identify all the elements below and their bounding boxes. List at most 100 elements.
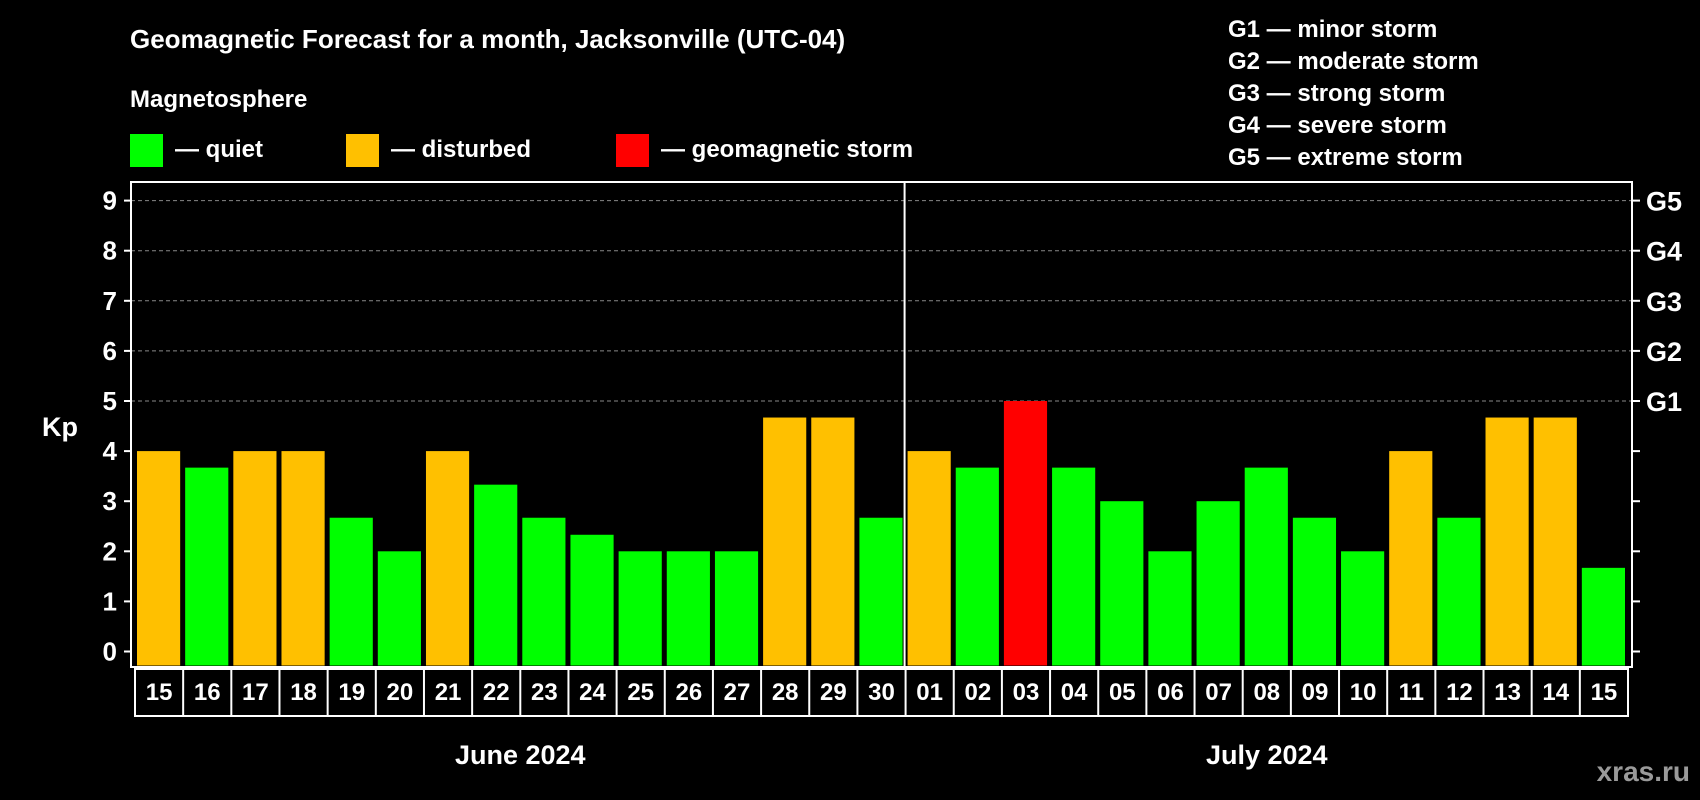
y-tick-label: 3 <box>103 486 117 516</box>
legend-item-disturbed: — disturbed <box>346 133 531 167</box>
month-label: July 2024 <box>1206 740 1328 770</box>
bar-disturbed <box>811 417 855 666</box>
storm-level-label: G3 <box>1646 287 1682 317</box>
y-tick-label: 1 <box>103 586 117 616</box>
bar-storm <box>1003 401 1048 666</box>
legend-item-storm: — geomagnetic storm <box>616 133 913 167</box>
legend-swatch-quiet <box>130 133 163 167</box>
date-label: 29 <box>820 679 847 706</box>
y-tick-label: 0 <box>103 637 117 667</box>
date-label: 07 <box>1205 679 1232 706</box>
bar-disturbed <box>281 451 325 666</box>
bar-quiet <box>1244 467 1288 666</box>
bar-quiet <box>1100 501 1144 666</box>
storm-level-label: G5 <box>1646 187 1682 217</box>
date-label: 22 <box>483 679 510 706</box>
bar-disturbed <box>1389 451 1433 666</box>
date-label: 08 <box>1253 679 1280 706</box>
bar-quiet <box>570 534 614 666</box>
storm-level-label: G4 <box>1646 237 1682 267</box>
date-label: 16 <box>194 679 221 706</box>
date-label: 24 <box>579 679 606 706</box>
bar-disturbed <box>763 417 807 666</box>
storm-scale-g5: G5 — extreme storm <box>1228 144 1463 171</box>
storm-scale-g4: G4 — severe storm <box>1228 112 1447 139</box>
bar-disturbed <box>137 451 181 666</box>
bar-disturbed <box>907 451 951 666</box>
bar-disturbed <box>1485 417 1529 666</box>
plot-frame <box>130 181 1633 668</box>
legend-label: — quiet <box>175 136 263 163</box>
legend-label: — geomagnetic storm <box>661 136 914 163</box>
y-tick-label: 4 <box>103 436 118 466</box>
storm-level-label: G1 <box>1646 387 1682 417</box>
bar-quiet <box>185 467 229 666</box>
y-tick-label: 9 <box>103 186 117 216</box>
date-label: 02 <box>964 679 991 706</box>
y-tick-label: 8 <box>103 236 117 266</box>
date-row <box>134 668 1629 717</box>
y-tick-label: 2 <box>103 536 117 566</box>
bar-disturbed <box>1533 417 1577 666</box>
date-label: 05 <box>1109 679 1136 706</box>
date-label: 14 <box>1542 679 1569 706</box>
watermark: xras.ru <box>1596 756 1690 787</box>
date-label: 17 <box>242 679 269 706</box>
bar-quiet <box>1292 517 1337 666</box>
legend-swatch-storm <box>616 133 649 167</box>
bar-quiet <box>1148 551 1192 666</box>
storm-level-label: G2 <box>1646 337 1682 367</box>
date-label: 20 <box>387 679 414 706</box>
legend-subtitle: Magnetosphere <box>130 86 308 113</box>
month-label: June 2024 <box>455 740 586 770</box>
bar-disturbed <box>425 451 470 666</box>
bar-quiet <box>522 517 566 666</box>
bar-quiet <box>377 551 421 666</box>
y-tick-label: 5 <box>103 386 117 416</box>
bar-quiet <box>955 467 999 666</box>
bar-quiet <box>1581 567 1625 666</box>
date-label: 15 <box>1591 679 1618 706</box>
storm-scale-g1: G1 — minor storm <box>1228 16 1438 43</box>
legend-label: — disturbed <box>391 136 532 163</box>
date-label: 04 <box>1061 679 1088 706</box>
y-axis-label: Kp <box>42 412 78 442</box>
date-label: 21 <box>435 679 462 706</box>
bar-quiet <box>1196 501 1240 666</box>
date-label: 23 <box>531 679 558 706</box>
date-label: 13 <box>1494 679 1521 706</box>
date-label: 26 <box>676 679 703 706</box>
date-label: 12 <box>1446 679 1473 706</box>
storm-scale-g2: G2 — moderate storm <box>1228 48 1479 75</box>
bar-disturbed <box>233 451 277 666</box>
date-label: 19 <box>338 679 365 706</box>
date-label: 27 <box>724 679 751 706</box>
legend-item-quiet: — quiet <box>130 133 263 167</box>
bar-quiet <box>666 551 710 666</box>
storm-scale-legend: G1 — minor storm G2 — moderate storm G3 … <box>1228 14 1479 174</box>
storm-scale-g3: G3 — strong storm <box>1228 80 1446 107</box>
y-tick-label: 7 <box>103 286 117 316</box>
bar-quiet <box>618 551 662 666</box>
bar-quiet <box>1052 467 1096 666</box>
date-label: 28 <box>772 679 799 706</box>
bar-quiet <box>474 484 518 666</box>
bar-quiet <box>859 517 903 666</box>
date-label: 30 <box>868 679 895 706</box>
date-label: 18 <box>290 679 317 706</box>
bar-quiet <box>329 517 373 666</box>
date-label: 03 <box>1013 679 1040 706</box>
date-label: 10 <box>1350 679 1377 706</box>
y-tick-label: 6 <box>103 336 117 366</box>
date-label: 11 <box>1399 679 1424 706</box>
date-label: 15 <box>146 679 173 706</box>
date-label: 09 <box>1302 679 1329 706</box>
date-label: 25 <box>627 679 654 706</box>
date-label: 06 <box>1157 679 1184 706</box>
bar-quiet <box>714 551 759 666</box>
date-label: 01 <box>916 679 943 706</box>
bar-quiet <box>1341 551 1385 666</box>
legend-swatch-disturbed <box>346 133 379 167</box>
chart-title: Geomagnetic Forecast for a month, Jackso… <box>130 24 846 54</box>
